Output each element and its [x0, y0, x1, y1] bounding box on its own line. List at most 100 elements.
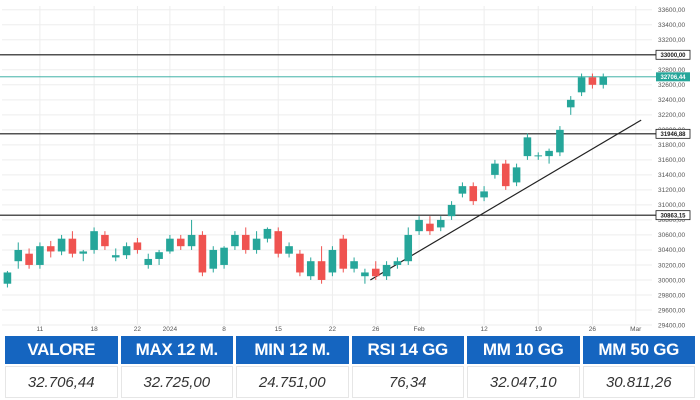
- candle-body: [25, 253, 33, 265]
- candle-body: [339, 238, 348, 269]
- candle-body: [57, 238, 66, 252]
- candle-body: [306, 261, 315, 277]
- candle-body: [328, 249, 337, 273]
- candle-body: [220, 247, 228, 265]
- candle-body: [523, 137, 532, 157]
- y-tick-label: 29400,00: [658, 322, 685, 329]
- y-tick-label: 29600,00: [658, 307, 685, 314]
- candlestick-chart-svg: 29400,00 29600,00 29800,00 30000,00 30200,00…: [0, 6, 691, 333]
- candle-body: [155, 252, 163, 259]
- stat-value-rsi-14gg: 76,34: [351, 366, 464, 398]
- candles: [3, 73, 608, 288]
- level-label-box: [655, 210, 691, 221]
- candle-body: [79, 251, 88, 254]
- stat-value-min-12m: 24.751,00: [236, 366, 349, 398]
- candle-body: [480, 191, 488, 198]
- candle-body: [415, 219, 423, 232]
- y-tick-label: 33200,00: [658, 37, 685, 44]
- candle-body: [350, 261, 358, 269]
- candle-body: [176, 238, 185, 247]
- stat-value-max-12m: 32.725,00: [120, 366, 233, 398]
- x-tick-label: 8: [222, 326, 226, 333]
- candle-body: [599, 76, 608, 85]
- y-tick-label: 32800,00: [658, 67, 685, 74]
- candle-body: [285, 246, 293, 254]
- stat-header-valore: VALORE: [5, 336, 118, 364]
- candle-body: [46, 246, 55, 252]
- stat-header-max-12m: MAX 12 M.: [120, 336, 233, 364]
- x-tick-label: 12: [480, 326, 488, 333]
- y-tick-label: 31600,00: [658, 157, 685, 164]
- level-label-box: [656, 72, 690, 82]
- candle-body: [111, 255, 120, 258]
- candle-body: [68, 238, 77, 254]
- candle-body: [231, 234, 239, 247]
- candle-body: [501, 163, 510, 187]
- candle-body: [274, 231, 283, 254]
- candle-body: [436, 219, 445, 228]
- y-tick-label: 31800,00: [658, 142, 685, 149]
- y-tick-label: 30200,00: [658, 262, 685, 269]
- y-tick-label: 31200,00: [658, 187, 685, 194]
- stat-value-mm-10gg: 32.047,10: [467, 366, 580, 398]
- x-tick-label: Feb: [413, 326, 425, 333]
- stat-value-mm-50gg: 30.811,26: [582, 366, 695, 398]
- candle-body: [296, 253, 304, 273]
- y-tick-label: 33600,00: [658, 7, 685, 14]
- candle-body: [426, 223, 434, 232]
- candle-body: [3, 272, 12, 284]
- candle-body: [166, 238, 174, 252]
- x-tick-label: 22: [329, 326, 337, 333]
- x-tick-label: Mar: [630, 326, 642, 333]
- candle-body: [187, 234, 196, 247]
- candle-body: [209, 249, 218, 269]
- candle-body: [556, 129, 564, 153]
- stat-header-mm-10gg: MM 10 GG: [467, 336, 580, 364]
- level-label-box: [655, 128, 691, 139]
- candle-body: [14, 249, 23, 262]
- candle-body: [90, 231, 98, 250]
- candle-body: [545, 150, 553, 157]
- candle-body: [588, 77, 597, 85]
- candle-body: [566, 99, 575, 108]
- candle-body: [382, 264, 391, 277]
- stat-header-rsi-14gg: RSI 14 GG: [351, 336, 464, 364]
- stat-header-min-12m: MIN 12 M.: [236, 336, 349, 364]
- x-tick-label: 18: [90, 326, 98, 333]
- candle-body: [447, 204, 456, 217]
- level-label: 31946,88: [660, 132, 686, 138]
- x-tick-label: 26: [372, 326, 380, 333]
- stat-header-mm-50gg: MM 50 GG: [582, 336, 695, 364]
- x-tick-label: 2024: [163, 326, 178, 333]
- candle-body: [404, 234, 413, 262]
- level-label: 30863,15: [660, 213, 686, 219]
- candle-body: [361, 272, 369, 277]
- price-levels: 33000,00 32706,44 31946,88 30863,15: [0, 49, 691, 221]
- candle-body: [534, 155, 543, 157]
- y-tick-label: 30600,00: [658, 232, 685, 239]
- candle-body: [122, 246, 131, 256]
- candle-body: [469, 186, 478, 202]
- candle-body: [263, 228, 272, 239]
- price-chart: 29400,00 29600,00 29800,00 30000,00 30200,00…: [0, 6, 691, 333]
- grid-layer: [2, 6, 652, 326]
- candle-body: [36, 246, 44, 265]
- stat-value-valore: 32.706,44: [5, 366, 118, 398]
- x-tick-label: 15: [275, 326, 283, 333]
- level-label-box: [655, 49, 691, 60]
- x-tick-label: 19: [535, 326, 543, 333]
- x-tick-label: 11: [37, 326, 44, 333]
- y-tick-label: 32400,00: [658, 97, 685, 104]
- y-tick-label: 30000,00: [658, 277, 685, 284]
- y-tick-label: 31000,00: [658, 202, 685, 209]
- x-axis-ticks: 11 18 22 2024 8 15 22 26 Feb 12 19 26 Mar: [37, 326, 643, 333]
- x-tick-label: 26: [589, 326, 597, 333]
- stats-table: VALORE MAX 12 M. MIN 12 M. RSI 14 GG MM …: [5, 336, 695, 398]
- candle-body: [317, 261, 326, 280]
- trendline-layer: [370, 119, 642, 281]
- candle-body: [491, 163, 499, 175]
- candle-body: [198, 234, 207, 273]
- y-tick-label: 32600,00: [658, 82, 685, 89]
- level-label: 32706,44: [660, 75, 686, 81]
- trendline: [370, 119, 642, 281]
